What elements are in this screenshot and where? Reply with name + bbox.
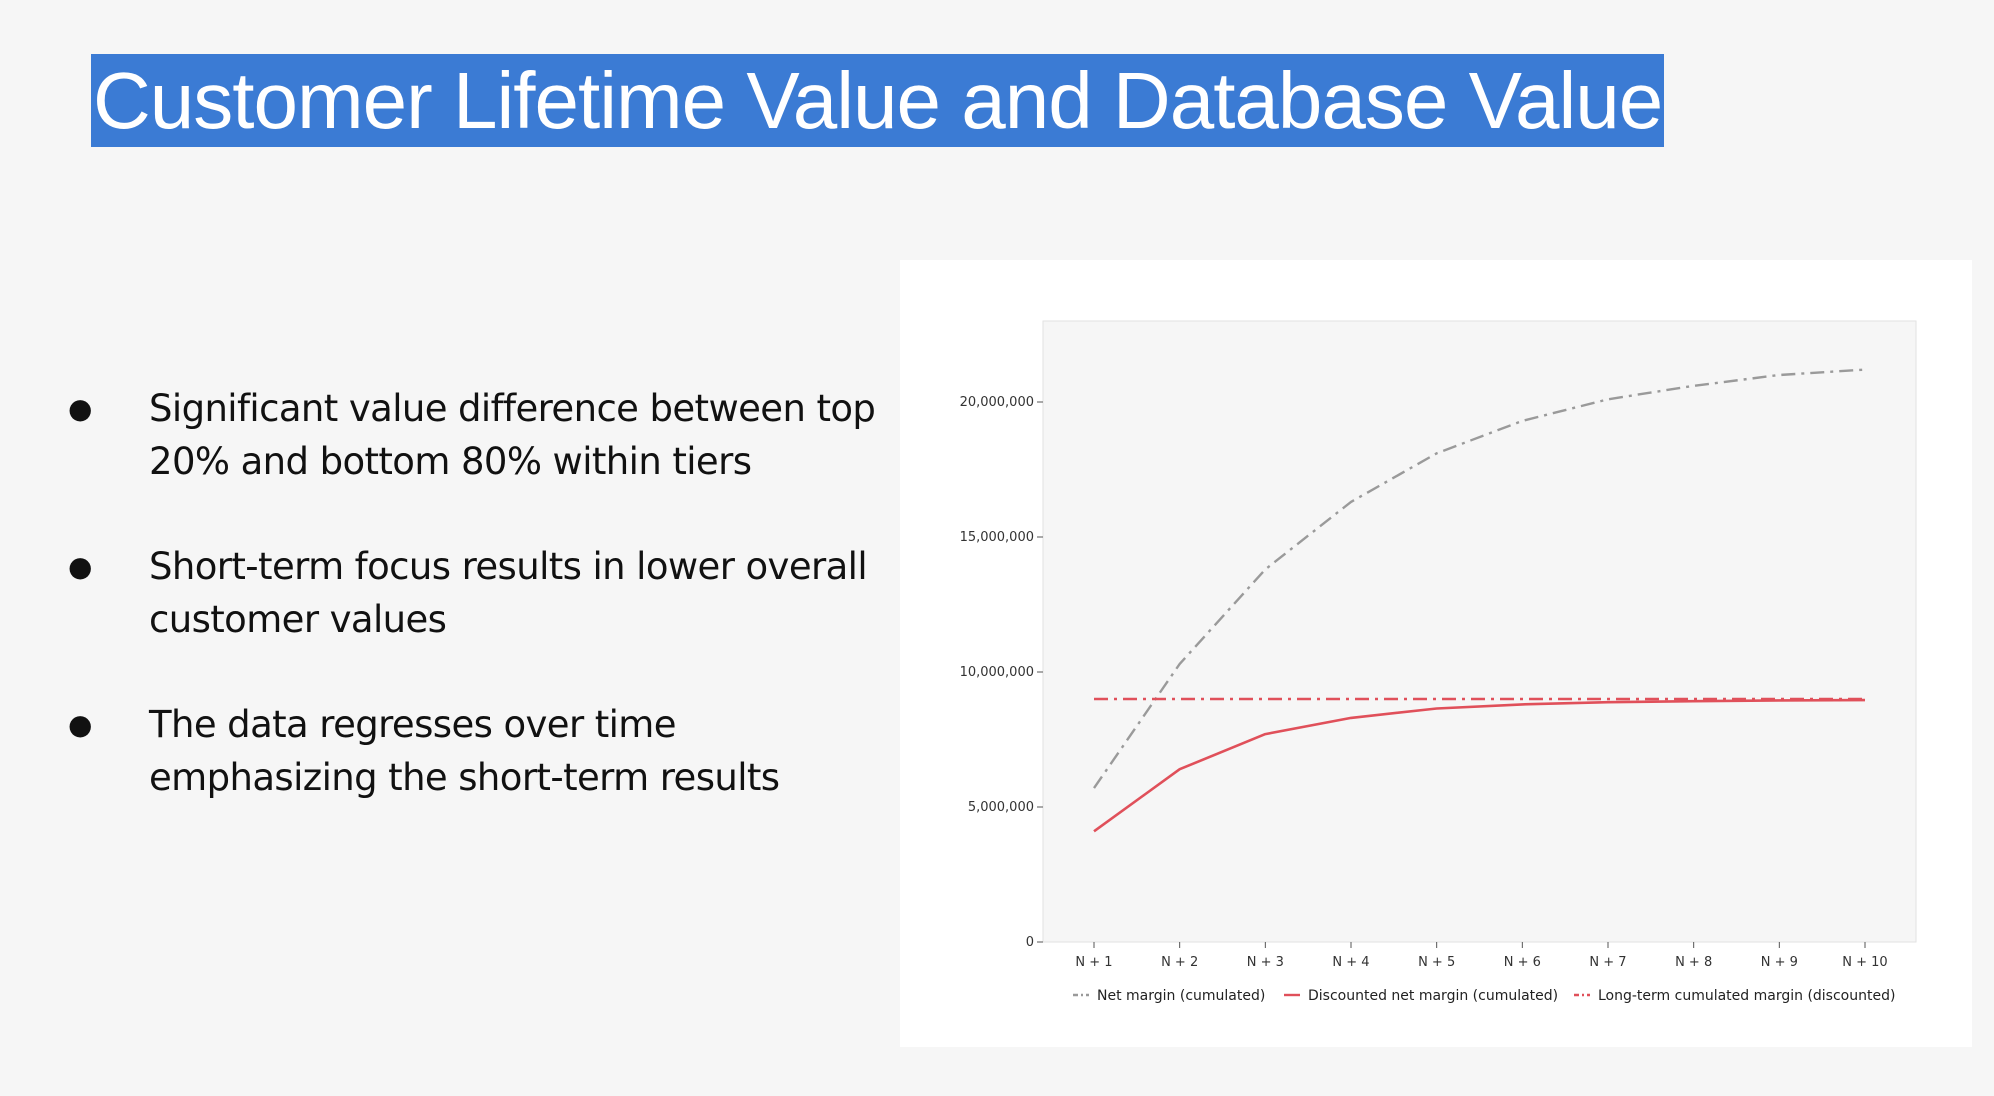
- series-line-2: [1093, 698, 1866, 833]
- x-tick-label: N + 5: [1418, 955, 1455, 970]
- x-tick-label: N + 10: [1842, 955, 1887, 970]
- series-line-1: [1093, 368, 1866, 789]
- y-tick-label: 20,000,000: [960, 395, 1034, 410]
- line-chart: 0 5,000,000 10,000,000 15,000,000 20,000,000…: [960, 320, 1917, 1004]
- x-tick-label: N + 8: [1675, 955, 1712, 970]
- legend-label: Discounted net margin (cumulated): [1308, 988, 1558, 1004]
- bullet-item: The data regresses over time emphasizing…: [68, 698, 908, 804]
- legend-label: Long-term cumulated margin (discounted): [1598, 988, 1895, 1004]
- bullet-list: Significant value difference between top…: [68, 382, 908, 856]
- bullet-item: Significant value difference between top…: [68, 382, 908, 488]
- x-tick-label: N + 1: [1075, 955, 1112, 970]
- y-tick-label: 0: [1026, 935, 1034, 950]
- x-tick-label: N + 9: [1761, 955, 1798, 970]
- x-tick-label: N + 2: [1161, 955, 1198, 970]
- y-tick-label: 15,000,000: [960, 530, 1034, 545]
- legend-label: Net margin (cumulated): [1097, 988, 1265, 1004]
- y-tick-label: 5,000,000: [968, 800, 1034, 815]
- x-tick-label: N + 7: [1589, 955, 1626, 970]
- y-tick-label: 10,000,000: [960, 665, 1034, 680]
- x-tick-label: N + 6: [1504, 955, 1541, 970]
- bullet-item: Short-term focus results in lower overal…: [68, 540, 908, 646]
- plot-area: [1042, 320, 1917, 943]
- x-tick-label: N + 4: [1332, 955, 1369, 970]
- x-tick-label: N + 3: [1247, 955, 1284, 970]
- slide-title: Customer Lifetime Value and Database Val…: [91, 54, 1665, 147]
- chart-panel: 0 5,000,000 10,000,000 15,000,000 20,000,000…: [900, 260, 1972, 1047]
